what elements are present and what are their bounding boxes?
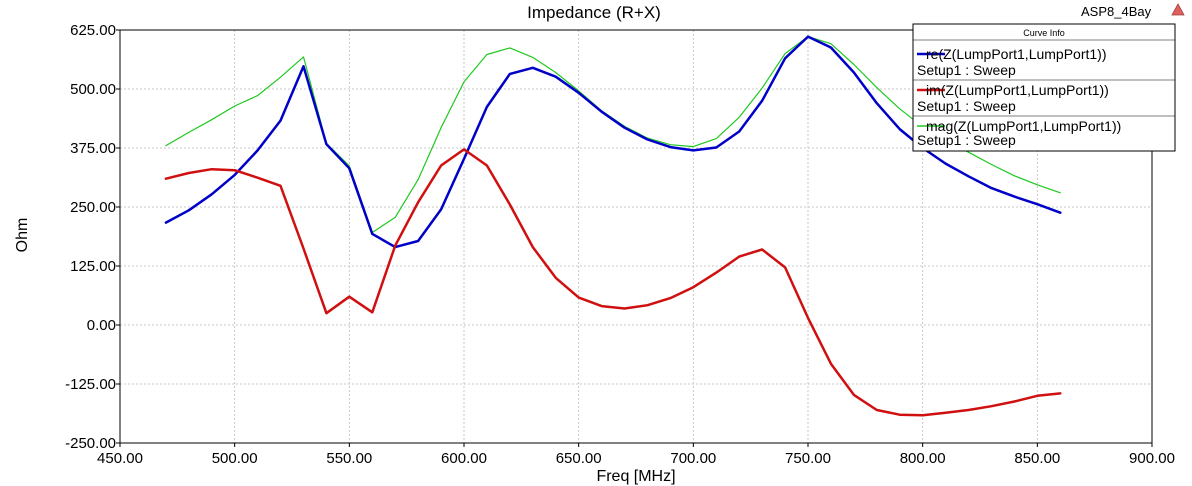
x-tick-label: 750.00 bbox=[785, 450, 831, 467]
legend-entry-mag[interactable]: mag(Z(LumpPort1,LumpPort1)) Setup1 : Swe… bbox=[917, 118, 1121, 148]
x-tick-label: 700.00 bbox=[670, 450, 716, 467]
legend-entry-re[interactable]: re(Z(LumpPort1,LumpPort1)) Setup1 : Swee… bbox=[917, 46, 1107, 78]
y-tick-label: 625.00 bbox=[70, 22, 116, 39]
ansoft-triangle-icon bbox=[1171, 3, 1185, 16]
x-tick-label: 500.00 bbox=[212, 450, 258, 467]
legend-title: Curve Info bbox=[1023, 28, 1065, 38]
series bbox=[164, 35, 1062, 417]
legend-setup-im: Setup1 : Sweep bbox=[917, 98, 1016, 114]
x-axis-title: Freq [MHz] bbox=[596, 468, 675, 485]
chart-title: Impedance (R+X) bbox=[527, 3, 661, 22]
x-tick-label: 900.00 bbox=[1129, 450, 1175, 467]
legend-box bbox=[912, 23, 1176, 152]
y-axis-title: Ohm bbox=[14, 218, 31, 253]
legend-setup-re: Setup1 : Sweep bbox=[917, 62, 1016, 78]
x-tick-label: 800.00 bbox=[900, 450, 946, 467]
project-name: ASP8_4Bay bbox=[1081, 4, 1152, 19]
y-tick-label: 500.00 bbox=[70, 81, 116, 98]
x-tick-label: 550.00 bbox=[326, 450, 372, 467]
legend-label-mag: mag(Z(LumpPort1,LumpPort1)) bbox=[926, 118, 1121, 134]
plot-frame bbox=[119, 29, 1153, 444]
y-tick-label: 250.00 bbox=[70, 199, 116, 216]
axis-ticks: 450.00 500.00 550.00 600.00 650.00 700.00 750.… bbox=[65, 22, 1175, 467]
legend-setup-mag: Setup1 : Sweep bbox=[917, 132, 1016, 148]
y-tick-label: 375.00 bbox=[70, 140, 116, 157]
x-tick-label: 450.00 bbox=[97, 450, 143, 467]
y-tick-label: 125.00 bbox=[70, 258, 116, 275]
x-tick-label: 600.00 bbox=[441, 450, 487, 467]
legend-entry-im[interactable]: im(Z(LumpPort1,LumpPort1)) Setup1 : Swee… bbox=[917, 82, 1109, 114]
y-tick-label: 0.00 bbox=[87, 317, 116, 334]
series-line-re bbox=[164, 35, 1062, 249]
curve-info-legend[interactable]: Curve Info re(Z(LumpPort1,LumpPort1)) Se… bbox=[912, 23, 1176, 152]
legend-label-im: im(Z(LumpPort1,LumpPort1)) bbox=[926, 82, 1109, 98]
x-tick-label: 650.00 bbox=[556, 450, 602, 467]
series-line-im bbox=[164, 148, 1062, 417]
y-tick-label: -250.00 bbox=[65, 435, 116, 452]
y-tick-label: -125.00 bbox=[65, 376, 116, 393]
x-tick-label: 850.00 bbox=[1014, 450, 1060, 467]
legend-label-re: re(Z(LumpPort1,LumpPort1)) bbox=[926, 46, 1107, 62]
